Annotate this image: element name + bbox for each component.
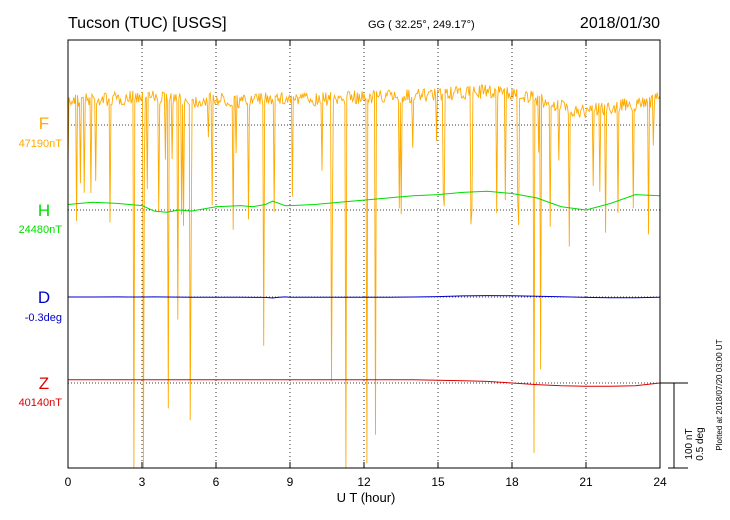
tick-label: 12	[357, 475, 371, 489]
tick-label: 15	[431, 475, 445, 489]
grid-lines	[141, 40, 587, 468]
series-line-Z	[68, 379, 661, 387]
series-name-Z: Z	[39, 374, 49, 393]
series-baseline-Z: 40140nT	[19, 397, 63, 409]
series-baseline-H: 24480nT	[19, 224, 63, 236]
series-labels: F 47190nT H 24480nT D -0.3deg Z 40140nT	[19, 114, 63, 409]
tick-label: 6	[213, 475, 220, 489]
series-name-D: D	[38, 288, 50, 307]
x-axis-label: U T (hour)	[337, 490, 396, 505]
plotted-note: Plotted at 2018/07/20 03:00 UT	[715, 339, 724, 450]
tick-label: 9	[287, 475, 294, 489]
station-title: Tucson (TUC) [USGS]	[68, 15, 227, 32]
tick-label: 0	[65, 475, 72, 489]
series-name-H: H	[38, 201, 50, 220]
tick-label: 18	[505, 475, 519, 489]
x-axis-tick-labels: 0 3 6 9 12 15 18 21 24	[65, 475, 667, 489]
series-line-H	[67, 190, 661, 213]
tick-label: 3	[139, 475, 146, 489]
scale-bar-deg: 0.5 deg	[695, 427, 706, 460]
series-line-F	[67, 84, 661, 469]
series-name-F: F	[39, 114, 49, 133]
coordinates: GG ( 32.25°, 249.17°)	[368, 19, 475, 31]
tick-label: 21	[579, 475, 593, 489]
series-baseline-D: -0.3deg	[25, 312, 62, 324]
traces	[67, 84, 661, 469]
date-label: 2018/01/30	[580, 15, 660, 32]
scale-bar-nt: 100 nT	[684, 428, 695, 459]
tick-label: 24	[653, 475, 667, 489]
scale-bar: 100 nT 0.5 deg	[660, 382, 706, 469]
series-line-D	[68, 295, 661, 299]
x-axis-ticks	[67, 40, 661, 468]
series-baseline-F: 47190nT	[19, 138, 63, 150]
